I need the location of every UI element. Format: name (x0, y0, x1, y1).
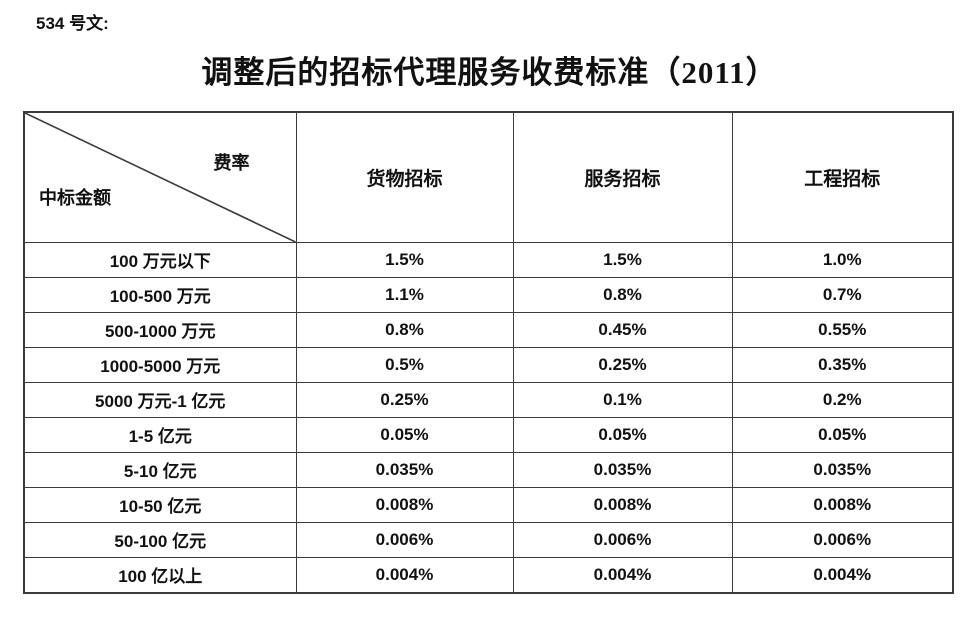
rate-cell: 0.004% (512, 556, 733, 594)
rate-cell: 0.006% (295, 521, 514, 558)
table-row: 100-500 万元 1.1% 0.8% 0.7% (23, 276, 954, 313)
diagonal-divider (25, 113, 296, 242)
rate-cell: 0.2% (731, 381, 954, 418)
row-label: 5000 万元-1 亿元 (23, 381, 297, 418)
rate-cell: 0.8% (512, 276, 733, 313)
table-row: 1000-5000 万元 0.5% 0.25% 0.35% (23, 346, 954, 383)
rate-cell: 1.5% (512, 241, 733, 278)
rate-cell: 0.25% (512, 346, 733, 383)
rate-cell: 1.0% (731, 241, 954, 278)
rate-cell: 0.035% (512, 451, 733, 488)
rate-cell: 0.008% (295, 486, 514, 523)
rate-cell: 0.004% (295, 556, 514, 594)
rate-cell: 0.5% (295, 346, 514, 383)
rate-cell: 0.05% (295, 416, 514, 453)
column-header-works: 工程招标 (731, 111, 954, 243)
rate-cell: 0.05% (512, 416, 733, 453)
header-row: 费率 中标金额 货物招标 服务招标 工程招标 (23, 111, 954, 243)
rate-cell: 0.1% (512, 381, 733, 418)
table-row: 100 万元以下 1.5% 1.5% 1.0% (23, 241, 954, 278)
rate-cell: 0.006% (731, 521, 954, 558)
rate-cell: 0.55% (731, 311, 954, 348)
table-row: 50-100 亿元 0.006% 0.006% 0.006% (23, 521, 954, 558)
rate-cell: 0.004% (731, 556, 954, 594)
table-row: 5-10 亿元 0.035% 0.035% 0.035% (23, 451, 954, 488)
row-label: 10-50 亿元 (23, 486, 297, 523)
rate-cell: 0.45% (512, 311, 733, 348)
table-corner-cell: 费率 中标金额 (23, 111, 297, 243)
rate-cell: 0.008% (512, 486, 733, 523)
column-header-goods: 货物招标 (295, 111, 514, 243)
table-row: 5000 万元-1 亿元 0.25% 0.1% 0.2% (23, 381, 954, 418)
rate-cell: 0.006% (512, 521, 733, 558)
row-label: 500-1000 万元 (23, 311, 297, 348)
rate-cell: 0.25% (295, 381, 514, 418)
rate-cell: 0.035% (731, 451, 954, 488)
rate-cell: 1.1% (295, 276, 514, 313)
corner-label-amount: 中标金额 (39, 187, 111, 208)
table-row: 1-5 亿元 0.05% 0.05% 0.05% (23, 416, 954, 453)
fee-table: 费率 中标金额 货物招标 服务招标 工程招标 100 万元以下 1.5% 1.5… (23, 110, 954, 594)
row-label: 100-500 万元 (23, 276, 297, 313)
table-row: 500-1000 万元 0.8% 0.45% 0.55% (23, 311, 954, 348)
row-label: 1000-5000 万元 (23, 346, 297, 383)
rate-cell: 0.8% (295, 311, 514, 348)
column-header-services: 服务招标 (512, 111, 733, 243)
rate-cell: 1.5% (295, 241, 514, 278)
row-label: 1-5 亿元 (23, 416, 297, 453)
row-label: 50-100 亿元 (23, 521, 297, 558)
rate-cell: 0.05% (731, 416, 954, 453)
corner-label-rate: 费率 (213, 152, 250, 173)
doc-ref-label: 534 号文: (36, 14, 109, 33)
row-label: 100 亿以上 (23, 556, 297, 594)
table-row: 10-50 亿元 0.008% 0.008% 0.008% (23, 486, 954, 523)
rate-cell: 0.35% (731, 346, 954, 383)
rate-cell: 0.008% (731, 486, 954, 523)
rate-cell: 0.7% (731, 276, 954, 313)
row-label: 5-10 亿元 (23, 451, 297, 488)
rate-cell: 0.035% (295, 451, 514, 488)
page-title: 调整后的招标代理服务收费标准（2011） (201, 55, 778, 90)
table-row: 100 亿以上 0.004% 0.004% 0.004% (23, 556, 954, 594)
row-label: 100 万元以下 (23, 241, 297, 278)
